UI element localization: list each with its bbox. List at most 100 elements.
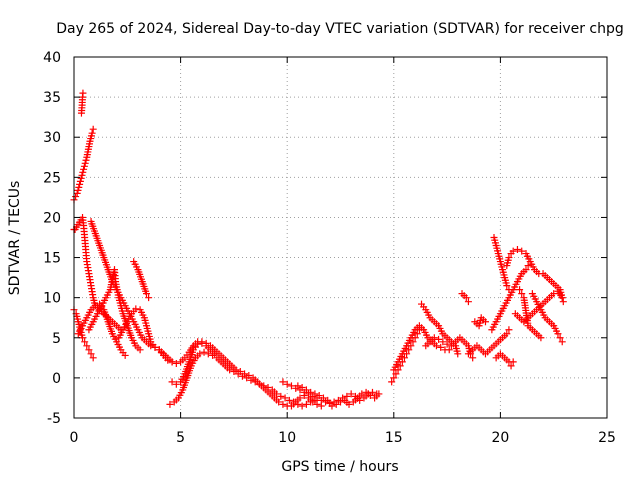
data-point [75,183,83,191]
data-point [302,400,310,408]
y-tick-label: 35 [43,90,61,106]
data-point [311,390,319,398]
data-point [166,400,174,408]
x-tick-label: 25 [598,430,616,446]
data-point [315,392,323,400]
data-point [524,262,532,270]
data-point [347,390,355,398]
series-arc-18 [458,290,472,306]
data-point [396,362,404,370]
data-point [400,354,408,362]
data-point [337,398,344,406]
y-tick-label: 25 [43,170,61,186]
series-arc-19 [471,314,489,330]
data-point [513,246,521,254]
data-point [287,382,295,390]
data-point [516,286,524,294]
data-point [294,382,302,390]
series-arc-14 [388,326,423,386]
data-point [79,89,87,97]
data-point [302,386,310,394]
data-point [89,354,97,362]
y-axis-label: SDTVAR / TECUs [7,181,23,296]
data-point [503,282,511,290]
y-tick-label: 15 [43,251,61,267]
series-arc-15 [390,322,453,374]
data-point [554,330,562,338]
data-point [518,290,526,298]
data-point [358,390,366,398]
data-point [76,177,84,185]
series-arc-13 [294,382,383,410]
series-arc-9 [130,258,153,302]
data-point [375,390,383,398]
data-point [77,174,85,182]
series-arc-22 [490,234,513,294]
data-point [198,338,206,346]
data-point [313,400,321,408]
series-arc-27 [516,286,545,342]
data-point [469,354,477,362]
series-arc-20 [464,326,513,358]
x-axis-label: GPS time / hours [281,459,398,475]
data-point [345,400,353,408]
data-point [87,350,95,358]
data-point [509,247,517,255]
data-point [296,394,304,402]
data-point [82,156,90,164]
data-point [204,350,212,358]
data-point [76,180,84,188]
series-arc-7 [74,300,129,359]
y-tick-label: 5 [52,331,61,347]
data-point [392,370,400,378]
data-point [264,384,272,392]
axis-ticks: 0 5 10 15 20 25 -5 0 5 10 15 20 25 30 35 40 [43,50,616,446]
series-arc-2 [77,89,87,117]
data-point [83,342,91,350]
data-point [79,168,87,176]
data-point [72,193,80,201]
data-point [85,346,93,354]
data-point [172,380,180,388]
data-point [522,266,530,274]
data-point [209,351,217,359]
data-point [413,330,421,338]
data-point [366,392,374,400]
data-point [279,400,287,408]
data-point [81,338,89,346]
data-point [136,346,144,354]
data-point [481,318,489,326]
data-point [307,398,315,406]
data-point [73,189,81,197]
y-tick-label: -5 [47,411,61,427]
data-point [439,338,447,346]
data-point [435,335,443,343]
data-point [202,339,210,347]
data-point [81,159,89,167]
data-point [283,380,291,388]
data-point [196,350,204,358]
data-point [247,376,255,384]
data-point [164,356,172,364]
data-point [91,302,99,310]
data-point [142,290,150,298]
data-point [226,366,234,374]
data-point [80,162,88,170]
series-arc-10 [168,338,325,410]
data-point [558,294,566,302]
y-tick-label: 0 [52,371,61,387]
data-point [445,346,453,354]
data-point [243,374,251,382]
data-point [307,388,315,396]
data-point [405,346,413,354]
series-arc-26 [528,290,566,346]
data-point [234,370,242,378]
data-point [281,394,289,402]
x-tick-label: 0 [70,430,79,446]
data-point [388,378,396,386]
data-point [290,398,298,406]
data-point [518,247,526,255]
data-point [430,334,438,342]
data-point [437,343,445,351]
